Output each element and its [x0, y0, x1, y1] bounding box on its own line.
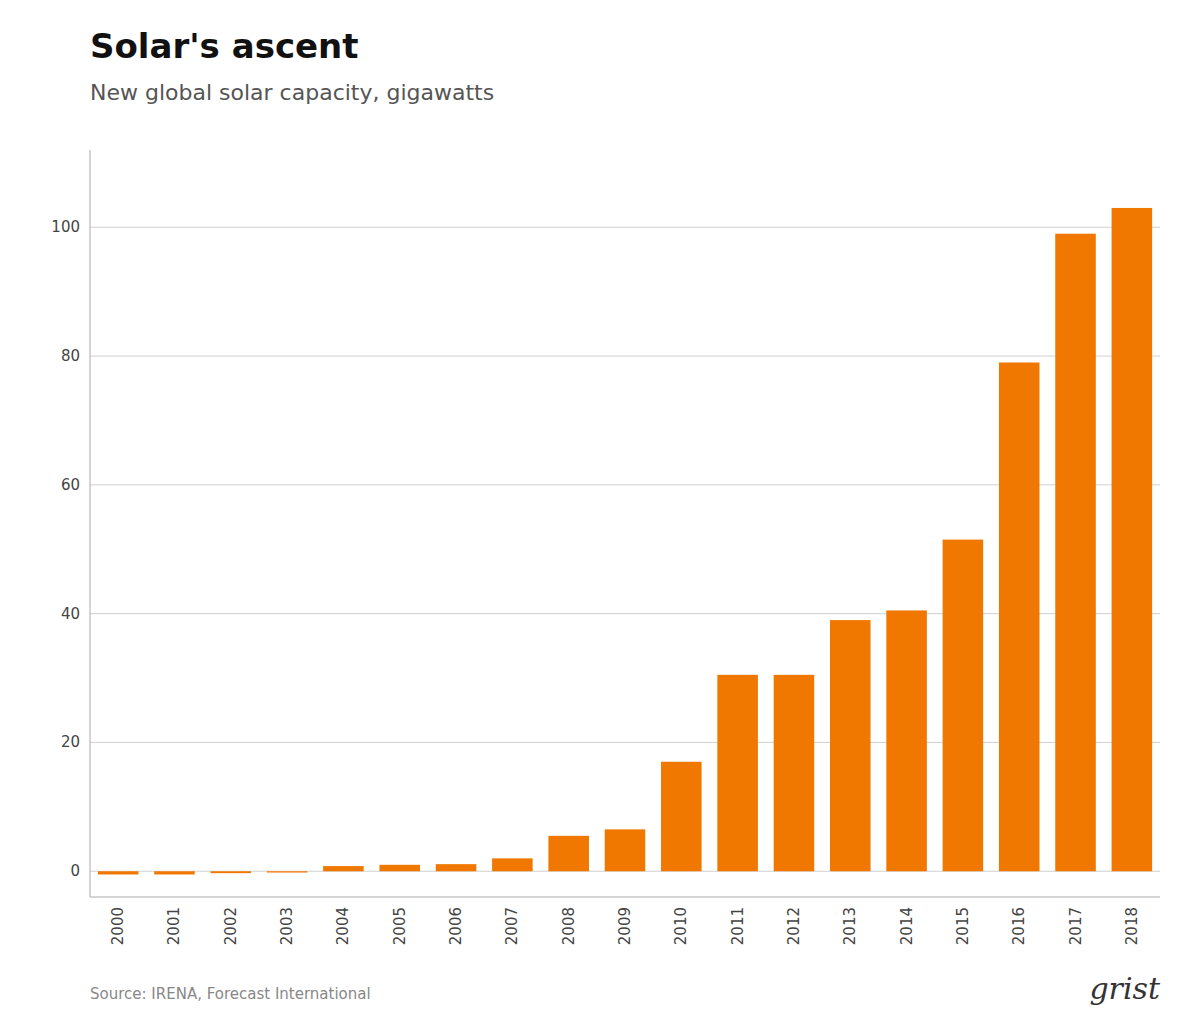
x-tick-label: 2017	[1067, 907, 1085, 945]
bar	[154, 871, 195, 874]
x-tick-label: 2004	[334, 907, 352, 945]
bars	[98, 208, 1152, 875]
bar	[717, 675, 758, 871]
bar	[774, 675, 815, 871]
watermark: grist	[1089, 971, 1161, 1006]
bar	[267, 871, 308, 872]
y-axis-line	[90, 150, 91, 897]
bar	[211, 871, 252, 873]
y-tick-label: 80	[61, 347, 80, 365]
bar	[323, 866, 364, 871]
bar	[436, 864, 477, 871]
x-tick-label: 2016	[1010, 907, 1028, 945]
x-tick-label: 2011	[729, 907, 747, 945]
x-tick-label: 2000	[109, 907, 127, 945]
bar	[98, 871, 139, 874]
grid	[90, 227, 1160, 871]
subtitle: New global solar capacity, gigawatts	[90, 80, 494, 105]
x-tick-label: 2009	[616, 907, 634, 945]
bar	[661, 762, 702, 871]
bar	[830, 620, 871, 871]
y-tick-label: 0	[70, 862, 80, 880]
x-tick-label: 2014	[898, 907, 916, 945]
x-tick-label: 2018	[1123, 907, 1141, 945]
bar	[999, 363, 1040, 872]
source: Source: IRENA, Forecast International	[90, 985, 371, 1003]
bar	[548, 836, 589, 871]
bar	[1112, 208, 1153, 871]
bar	[886, 610, 927, 871]
y-tick-label: 60	[61, 476, 80, 494]
x-tick-label: 2006	[447, 907, 465, 945]
x-tick-label: 2005	[391, 907, 409, 945]
bar	[492, 858, 533, 871]
bar	[605, 829, 646, 871]
x-tick-label: 2013	[841, 907, 859, 945]
x-tick-label: 2007	[503, 907, 521, 945]
x-tick-label: 2003	[278, 907, 296, 945]
grid-line	[90, 227, 1160, 228]
y-tick-label: 40	[61, 605, 80, 623]
x-tick-label: 2008	[560, 907, 578, 945]
y-tick-label: 20	[61, 733, 80, 751]
x-tick-label: 2001	[165, 907, 183, 945]
y-tick-label: 100	[51, 218, 80, 236]
grid-line	[90, 356, 1160, 357]
x-tick-label: 2010	[672, 907, 690, 945]
bar	[379, 865, 420, 871]
title: Solar's ascent	[90, 26, 359, 66]
x-axis-line	[90, 897, 1160, 898]
x-tick-label: 2012	[785, 907, 803, 945]
x-tick-label: 2015	[954, 907, 972, 945]
bar	[1055, 234, 1096, 872]
chart: Solar's ascent New global solar capacity,…	[0, 0, 1200, 1027]
x-tick-label: 2002	[222, 907, 240, 945]
bar	[943, 540, 984, 872]
